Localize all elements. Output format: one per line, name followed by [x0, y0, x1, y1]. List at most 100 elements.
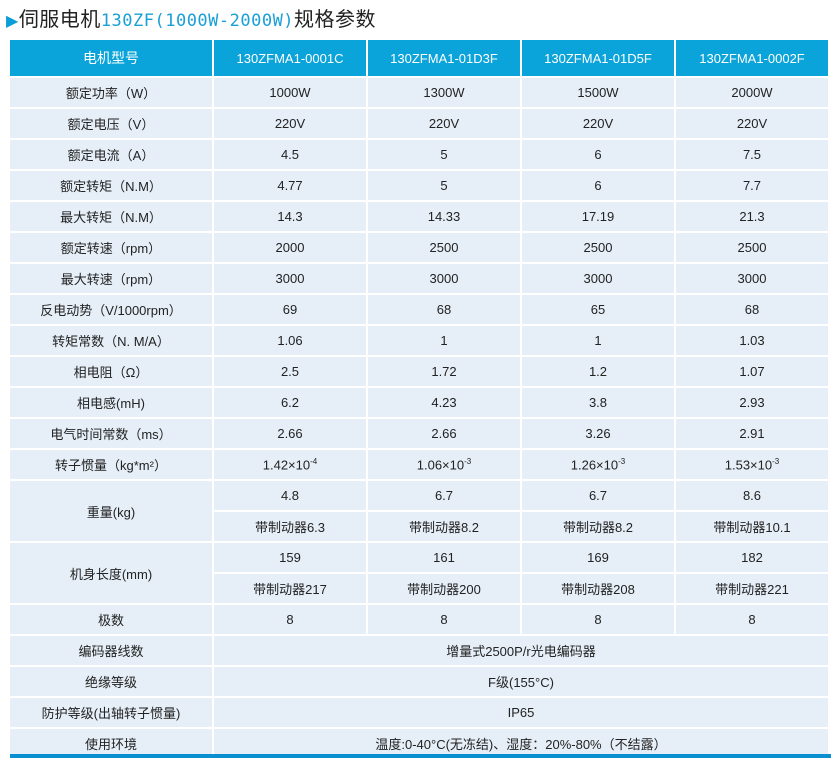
table-cell: 6.2	[214, 388, 366, 417]
table-cell: 1	[522, 326, 674, 355]
header-cell: 130ZFMA1-01D5F	[522, 40, 674, 76]
row-label: 相电阻（Ω）	[10, 357, 212, 386]
table-cell: 1.53×10-3	[676, 450, 828, 479]
table-cell: 161	[368, 543, 520, 572]
table-cell: 带制动器208	[522, 574, 674, 603]
table-cell: 6.7	[522, 481, 674, 510]
table-cell: 1000W	[214, 78, 366, 107]
table-cell: 带制动器8.2	[368, 512, 520, 541]
table-cell: 220V	[214, 109, 366, 138]
spec-table: 电机型号 130ZFMA1-0001C 130ZFMA1-01D3F 130ZF…	[8, 38, 830, 760]
table-cell: 2500	[368, 233, 520, 262]
table-cell: 6	[522, 140, 674, 169]
table-row: 相电感(mH) 6.2 4.23 3.8 2.93	[10, 388, 828, 417]
row-label: 编码器线数	[10, 636, 212, 665]
row-label: 反电动势（V/1000rpm）	[10, 295, 212, 324]
shared-value: 增量式2500P/r光电编码器	[214, 636, 828, 665]
table-cell: 68	[676, 295, 828, 324]
table-cell: 69	[214, 295, 366, 324]
table-row: 带制动器6.3 带制动器8.2 带制动器8.2 带制动器10.1	[10, 512, 828, 541]
table-header-row: 电机型号 130ZFMA1-0001C 130ZFMA1-01D3F 130ZF…	[10, 40, 828, 76]
table-cell: 8	[368, 605, 520, 634]
row-label: 极数	[10, 605, 212, 634]
table-cell: 1300W	[368, 78, 520, 107]
table-cell: 2.91	[676, 419, 828, 448]
table-cell: 220V	[676, 109, 828, 138]
row-label: 电气时间常数（ms）	[10, 419, 212, 448]
table-cell: 2.5	[214, 357, 366, 386]
table-cell: 1.42×10-4	[214, 450, 366, 479]
title-suffix: 规格参数	[294, 9, 377, 31]
table-row: 使用环境 温度:0-40°C(无冻结)、湿度：20%-80%（不结露）	[10, 729, 828, 758]
table-cell: 68	[368, 295, 520, 324]
table-row: 额定电流（A） 4.5 5 6 7.5	[10, 140, 828, 169]
row-label: 重量(kg)	[10, 481, 212, 541]
table-row: 带制动器217 带制动器200 带制动器208 带制动器221	[10, 574, 828, 603]
table-cell: 带制动器221	[676, 574, 828, 603]
table-cell: 159	[214, 543, 366, 572]
table-cell: 3000	[676, 264, 828, 293]
table-cell: 17.19	[522, 202, 674, 231]
table-cell: 3.26	[522, 419, 674, 448]
header-cell: 130ZFMA1-01D3F	[368, 40, 520, 76]
table-cell: 带制动器10.1	[676, 512, 828, 541]
table-cell: 21.3	[676, 202, 828, 231]
table-cell: 65	[522, 295, 674, 324]
table-cell: 带制动器217	[214, 574, 366, 603]
table-cell: 2.93	[676, 388, 828, 417]
table-cell: 2000	[214, 233, 366, 262]
row-label: 额定电流（A）	[10, 140, 212, 169]
page-title: ▶伺服电机130ZF(1000W-2000W)规格参数	[6, 3, 376, 32]
table-row: 机身长度(mm) 159 161 169 182	[10, 543, 828, 603]
row-label: 转矩常数（N. M/A）	[10, 326, 212, 355]
table-row: 额定电压（V） 220V 220V 220V 220V	[10, 109, 828, 138]
header-cell: 130ZFMA1-0001C	[214, 40, 366, 76]
table-cell: 5	[368, 171, 520, 200]
table-cell: 带制动器200	[368, 574, 520, 603]
row-label: 最大转速（rpm）	[10, 264, 212, 293]
table-cell: 1.2	[522, 357, 674, 386]
table-cell: 2500	[676, 233, 828, 262]
right-triangle-icon: ▶	[6, 13, 19, 30]
table-row: 额定转速（rpm） 2000 2500 2500 2500	[10, 233, 828, 262]
table-row: 反电动势（V/1000rpm） 69 68 65 68	[10, 295, 828, 324]
table-row: 重量(kg) 4.8 6.7 6.7 8.6	[10, 481, 828, 541]
table-row: 最大转矩（N.M） 14.3 14.33 17.19 21.3	[10, 202, 828, 231]
row-label: 机身长度(mm)	[10, 543, 212, 603]
exponent: -3	[464, 456, 472, 466]
row-label: 额定转速（rpm）	[10, 233, 212, 262]
table-cell: 14.33	[368, 202, 520, 231]
table-cell: 7.7	[676, 171, 828, 200]
table-row: 电气时间常数（ms） 2.66 2.66 3.26 2.91	[10, 419, 828, 448]
exponent: -3	[618, 456, 626, 466]
table-row: 最大转速（rpm） 3000 3000 3000 3000	[10, 264, 828, 293]
row-label: 额定功率（W）	[10, 78, 212, 107]
header-cell: 130ZFMA1-0002F	[676, 40, 828, 76]
table-row: 防护等级(出轴转子惯量) IP65	[10, 698, 828, 727]
mantissa: 1.42×10	[262, 457, 311, 473]
mantissa: 1.53×10	[724, 457, 773, 473]
table-cell: 4.77	[214, 171, 366, 200]
table-cell: 8	[214, 605, 366, 634]
table-cell: 7.5	[676, 140, 828, 169]
bottom-rule	[10, 754, 831, 758]
table-cell: 169	[522, 543, 674, 572]
table-cell: 2.66	[368, 419, 520, 448]
table-row: 绝缘等级 F级(155°C)	[10, 667, 828, 696]
table-cell: 6.7	[368, 481, 520, 510]
table-cell: 2.66	[214, 419, 366, 448]
row-label: 最大转矩（N.M）	[10, 202, 212, 231]
table-cell: 1.07	[676, 357, 828, 386]
row-label: 转子惯量（kg*m²）	[10, 450, 212, 479]
table-row: 编码器线数 增量式2500P/r光电编码器	[10, 636, 828, 665]
table-cell: 1500W	[522, 78, 674, 107]
exponent: -4	[310, 456, 318, 466]
title-model: 130ZF(1000W-2000W)	[100, 11, 295, 31]
table-cell: 8	[522, 605, 674, 634]
table-cell: 8	[676, 605, 828, 634]
table-cell: 3000	[522, 264, 674, 293]
table-cell: 182	[676, 543, 828, 572]
mantissa: 1.06×10	[416, 457, 465, 473]
table-cell: 4.8	[214, 481, 366, 510]
table-cell: 220V	[368, 109, 520, 138]
